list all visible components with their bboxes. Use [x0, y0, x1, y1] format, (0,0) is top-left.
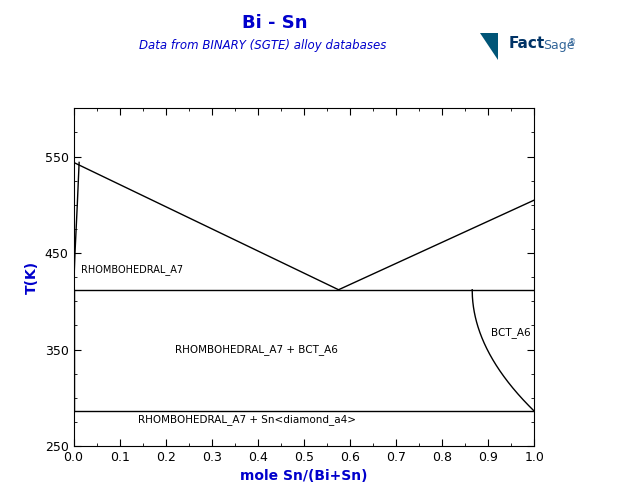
Text: Sage: Sage: [543, 39, 574, 52]
Y-axis label: T(K): T(K): [25, 261, 39, 294]
Text: Fact: Fact: [509, 36, 545, 51]
Text: RHOMBOHEDRAL_A7 + Sn<diamond_a4>: RHOMBOHEDRAL_A7 + Sn<diamond_a4>: [138, 414, 356, 425]
Text: BCT_A6: BCT_A6: [491, 327, 531, 338]
Text: Data from BINARY (SGTE) alloy databases: Data from BINARY (SGTE) alloy databases: [139, 39, 386, 52]
Text: ®: ®: [568, 38, 576, 47]
Text: RHOMBOHEDRAL_A7 + BCT_A6: RHOMBOHEDRAL_A7 + BCT_A6: [175, 344, 338, 355]
Text: RHOMBOHEDRAL_A7: RHOMBOHEDRAL_A7: [81, 264, 182, 275]
X-axis label: mole Sn/(Bi+Sn): mole Sn/(Bi+Sn): [240, 469, 368, 483]
Polygon shape: [480, 33, 498, 60]
Text: Bi - Sn: Bi - Sn: [243, 14, 308, 32]
